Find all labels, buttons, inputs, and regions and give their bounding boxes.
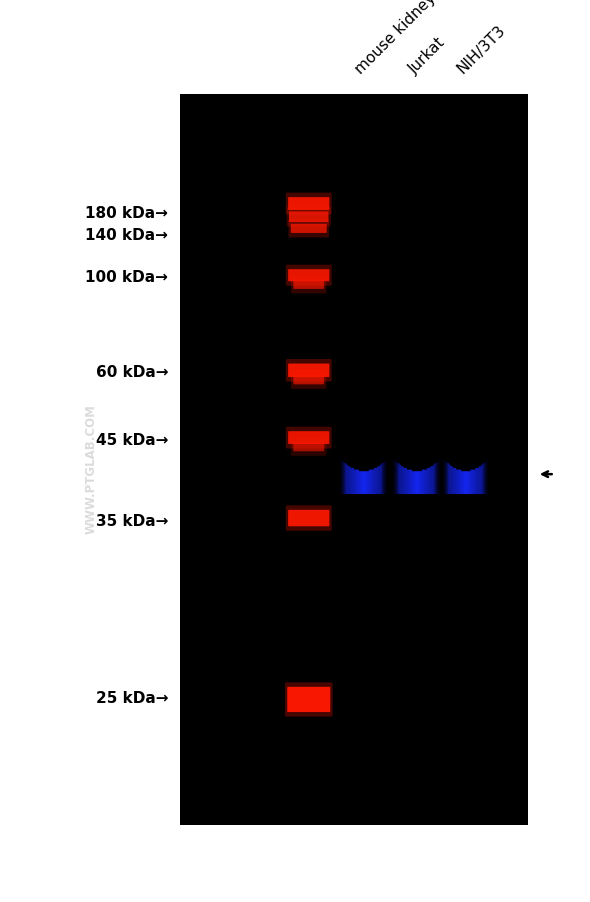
Text: 25 kDa→: 25 kDa→	[96, 690, 168, 705]
FancyBboxPatch shape	[291, 439, 326, 456]
Text: 180 kDa→: 180 kDa→	[86, 206, 168, 221]
Text: 45 kDa→: 45 kDa→	[96, 432, 168, 447]
Text: 100 kDa→: 100 kDa→	[86, 270, 168, 285]
FancyBboxPatch shape	[286, 360, 332, 382]
FancyBboxPatch shape	[288, 432, 329, 445]
FancyBboxPatch shape	[288, 198, 329, 211]
FancyBboxPatch shape	[287, 687, 330, 713]
FancyBboxPatch shape	[286, 193, 332, 216]
FancyBboxPatch shape	[291, 225, 327, 234]
Text: NIH/3T3: NIH/3T3	[455, 23, 509, 77]
Bar	[180, 95, 528, 825]
FancyBboxPatch shape	[287, 207, 331, 227]
Text: mouse kidney: mouse kidney	[353, 0, 439, 77]
FancyBboxPatch shape	[286, 506, 332, 531]
FancyBboxPatch shape	[291, 277, 326, 294]
FancyBboxPatch shape	[286, 265, 332, 287]
FancyBboxPatch shape	[285, 683, 333, 717]
FancyBboxPatch shape	[293, 376, 324, 385]
Text: 35 kDa→: 35 kDa→	[96, 513, 168, 529]
FancyBboxPatch shape	[293, 444, 324, 452]
FancyBboxPatch shape	[288, 364, 329, 378]
FancyBboxPatch shape	[288, 511, 329, 527]
FancyBboxPatch shape	[291, 372, 326, 390]
Text: Jurkat: Jurkat	[406, 34, 448, 77]
Text: 140 kDa→: 140 kDa→	[86, 227, 168, 243]
FancyBboxPatch shape	[289, 212, 329, 223]
FancyBboxPatch shape	[286, 428, 332, 449]
Text: 60 kDa→: 60 kDa→	[96, 364, 168, 380]
FancyBboxPatch shape	[293, 281, 324, 290]
FancyBboxPatch shape	[288, 270, 329, 282]
FancyBboxPatch shape	[289, 220, 329, 238]
Text: WWW.PTGLAB.COM: WWW.PTGLAB.COM	[85, 404, 98, 534]
